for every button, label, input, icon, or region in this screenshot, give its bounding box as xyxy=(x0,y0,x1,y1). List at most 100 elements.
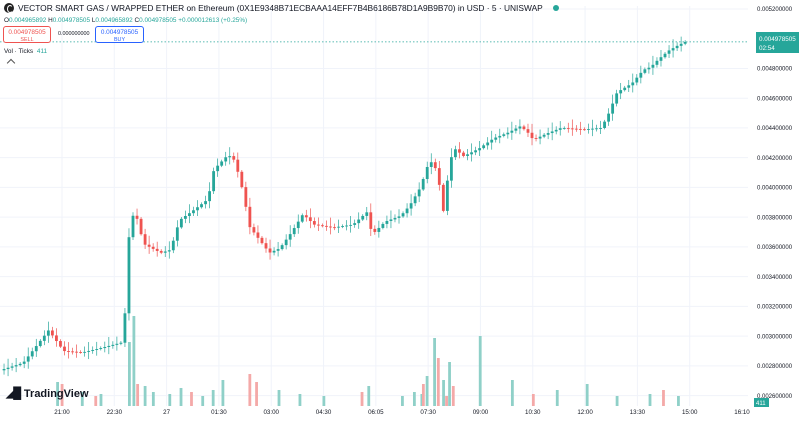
symbol-header[interactable]: VECTOR SMART GAS / WRAPPED ETHER on Ethe… xyxy=(4,3,559,13)
price-tick-label: 0.003000000 xyxy=(757,334,793,340)
candle-body xyxy=(490,139,494,143)
candle-body xyxy=(30,351,34,357)
candle-body xyxy=(558,128,562,130)
candle-body xyxy=(10,366,14,368)
candle-body xyxy=(216,165,220,172)
sell-label: SELL xyxy=(20,37,34,43)
candle-body xyxy=(55,335,58,342)
buy-label: BUY xyxy=(113,37,126,43)
candle-body xyxy=(147,244,151,247)
candle-body xyxy=(570,128,574,130)
price-tick-label: 0.003200000 xyxy=(757,305,793,311)
buy-button[interactable]: 0.004978505 BUY xyxy=(95,26,144,43)
volume-bar xyxy=(298,394,302,406)
volume-legend[interactable]: Vol · Ticks 411 xyxy=(4,48,47,55)
sell-price: 0.004978505 xyxy=(8,29,46,36)
volume-bar xyxy=(56,382,59,406)
candle-body xyxy=(623,87,627,91)
buy-price: 0.004978505 xyxy=(100,29,139,36)
candle-body xyxy=(482,145,486,149)
tradingview-logo[interactable]: ◢▉ TradingView xyxy=(6,387,89,401)
time-tick-label: 10:30 xyxy=(525,409,541,416)
candle-body xyxy=(192,210,195,214)
candle-body xyxy=(361,215,365,220)
candle-body xyxy=(14,365,18,367)
candle-body xyxy=(268,248,272,253)
candle-body xyxy=(445,180,449,211)
volume-bar xyxy=(190,392,193,406)
candle-body xyxy=(369,212,373,229)
candle-body xyxy=(111,344,115,346)
ohlc-legend: O0.004965892 H0.004978505 L0.004965892 C… xyxy=(4,17,247,24)
candle-body xyxy=(639,72,643,78)
candle-body xyxy=(494,137,498,140)
volume-bar xyxy=(662,390,665,406)
volume-bar xyxy=(510,380,514,406)
candle-body xyxy=(478,148,482,151)
candle-body xyxy=(167,250,171,252)
price-tick-label: 0.003400000 xyxy=(757,275,793,281)
candle-body xyxy=(91,349,95,351)
candle-body xyxy=(316,224,320,226)
price-tick-label: 0.004600000 xyxy=(757,96,793,102)
time-axis[interactable]: 21:00 22:30 27 01:30 03:00 04:30 06:05 07:30 09:… xyxy=(54,409,750,416)
candle-body xyxy=(79,352,83,353)
volume-legend-label: Vol · Ticks xyxy=(4,48,34,55)
candle-body xyxy=(208,191,211,202)
candle-body xyxy=(312,221,316,225)
candle-body xyxy=(607,113,611,122)
time-tick-label: 12:00 xyxy=(577,409,593,416)
volume-bar xyxy=(136,384,140,406)
candle-body xyxy=(357,219,361,224)
spread-value: 0.000000000 xyxy=(58,31,90,37)
volume-bar xyxy=(143,386,147,406)
candle-body xyxy=(308,217,312,222)
time-tick-label: 16:10 xyxy=(734,409,750,416)
sell-button[interactable]: 0.004978505 SELL xyxy=(3,26,51,43)
candle-body xyxy=(671,48,675,51)
candle-body xyxy=(107,345,111,347)
candle-body xyxy=(183,216,187,219)
price-tick-label: 0.002600000 xyxy=(757,394,793,400)
price-tick-label: 0.004400000 xyxy=(757,126,793,132)
candle-body xyxy=(667,50,671,54)
candle-body xyxy=(538,136,542,139)
ohlc-open-label: O xyxy=(4,17,9,24)
candle-body xyxy=(631,82,635,86)
price-axis[interactable]: 0.005200000 0.004800000 0.004600000 0.00440… xyxy=(757,7,793,400)
candle-body xyxy=(530,132,534,139)
candle-body xyxy=(599,128,602,129)
volume-bar xyxy=(425,376,429,406)
volume-bar xyxy=(248,374,252,406)
candle-body xyxy=(26,356,30,362)
candle-body xyxy=(151,246,155,249)
candle-body xyxy=(550,131,554,134)
candle-body xyxy=(433,162,437,169)
candle-body xyxy=(413,196,417,204)
candle-body xyxy=(18,363,22,366)
candle-body xyxy=(421,179,425,190)
volume-axis-value: 411 xyxy=(756,401,766,407)
candles xyxy=(2,36,687,377)
market-status-icon xyxy=(552,5,559,11)
volume-bar xyxy=(168,394,172,406)
candle-body xyxy=(200,204,203,208)
symbol-title[interactable]: VECTOR SMART GAS / WRAPPED ETHER on Ethe… xyxy=(18,3,543,13)
candle-body xyxy=(365,212,369,216)
candle-body xyxy=(341,226,344,228)
candle-body xyxy=(143,234,147,245)
volume-bar xyxy=(448,362,451,406)
price-tick-label: 0.003600000 xyxy=(757,245,793,251)
candle-body xyxy=(659,57,663,61)
candle-body xyxy=(46,330,50,336)
candle-body xyxy=(454,149,457,158)
price-tick-label: 0.005200000 xyxy=(757,7,793,13)
volume-axis-label: 411 xyxy=(754,398,769,407)
candle-body xyxy=(405,208,409,214)
candle-body xyxy=(591,128,594,130)
candle-body xyxy=(458,149,461,153)
candle-body xyxy=(393,217,397,220)
token-logo-icon xyxy=(4,3,14,13)
